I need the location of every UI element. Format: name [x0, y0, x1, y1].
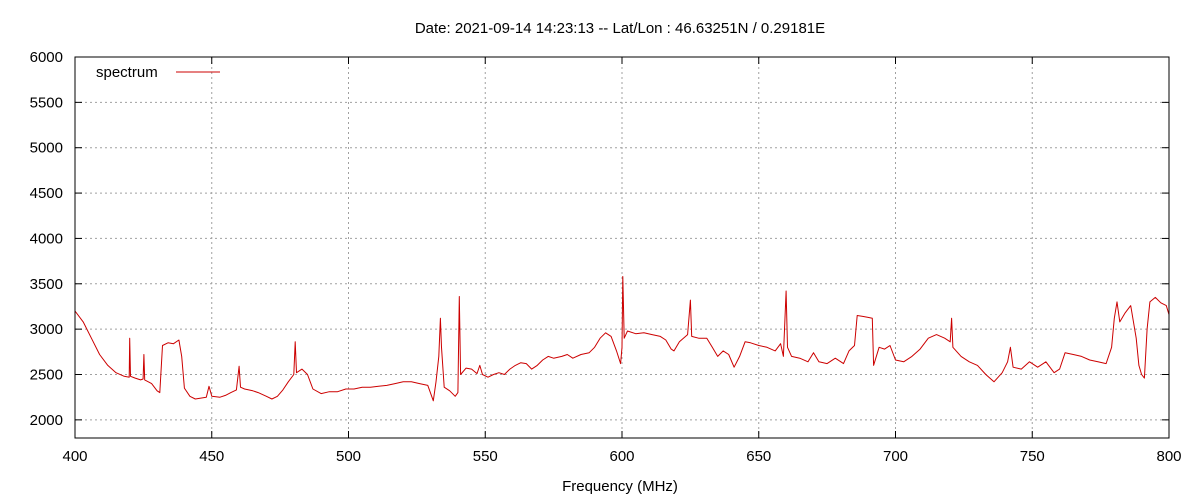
y-tick-label-6000: 6000	[30, 49, 63, 66]
y-tick-label-4500: 4500	[30, 185, 63, 202]
chart-title: Date: 2021-09-14 14:23:13 -- Lat/Lon : 4…	[415, 20, 825, 37]
y-tick-label-4000: 4000	[30, 230, 63, 247]
x-tick-label-750: 750	[1020, 448, 1045, 465]
x-tick-label-500: 500	[336, 448, 361, 465]
y-tick-label-5500: 5500	[30, 94, 63, 111]
y-tick-label-5000: 5000	[30, 140, 63, 157]
x-tick-labels: 400 450 500 550 600 650 700 750 800	[62, 448, 1181, 465]
x-tick-label-400: 400	[62, 448, 87, 465]
axis-ticks	[74, 56, 1170, 438]
x-tick-label-700: 700	[883, 448, 908, 465]
series-line-spectrum	[74, 276, 1170, 402]
x-tick-label-550: 550	[473, 448, 498, 465]
y-tick-label-2500: 2500	[30, 367, 63, 384]
legend: spectrum	[96, 64, 220, 81]
x-tick-label-450: 450	[199, 448, 224, 465]
x-tick-label-600: 600	[609, 448, 634, 465]
x-tick-label-650: 650	[746, 448, 771, 465]
y-tick-label-3000: 3000	[30, 321, 63, 338]
legend-label-spectrum: spectrum	[96, 64, 158, 81]
y-tick-label-3500: 3500	[30, 276, 63, 293]
y-tick-labels: 2000 2500 3000 3500 4000 4500 5000 5500 6000	[30, 49, 63, 429]
grid-lines	[75, 57, 1169, 438]
y-tick-label-2000: 2000	[30, 412, 63, 429]
x-tick-label-800: 800	[1156, 448, 1181, 465]
x-axis-label: Frequency (MHz)	[562, 478, 678, 495]
series-layer	[74, 276, 1170, 402]
